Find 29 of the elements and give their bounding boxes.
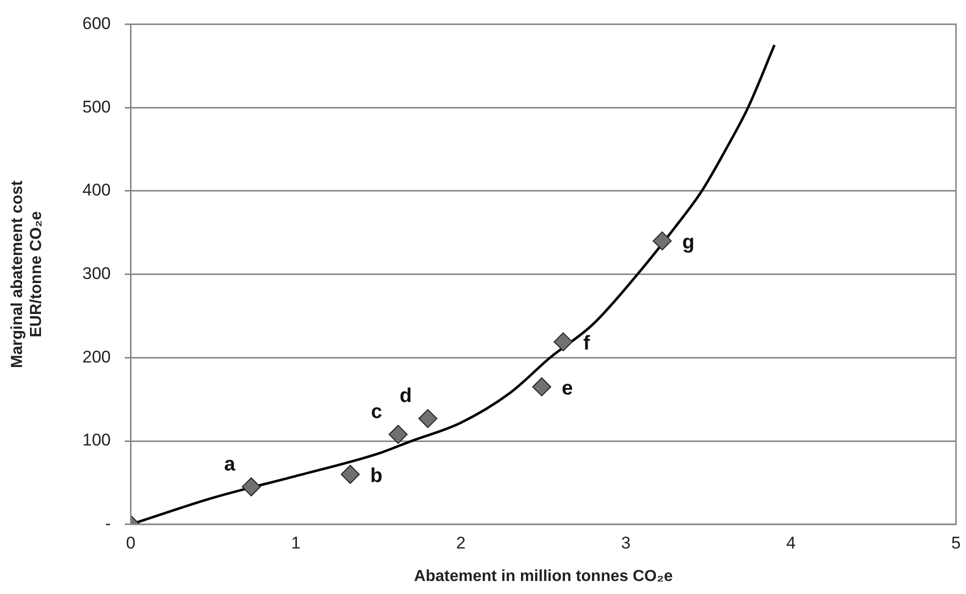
x-axis-title: Abatement in million tonnes CO₂e — [414, 568, 673, 585]
y-tick-label: 600 — [82, 14, 111, 33]
x-tick-label: 5 — [951, 533, 961, 552]
y-tick-label: - — [105, 514, 111, 534]
y-axis-title: Marginal abatement cost EUR/tonne CO₂e — [9, 180, 46, 368]
point — [388, 424, 408, 444]
x-tick-label: 2 — [456, 533, 466, 552]
x-tick-label: 4 — [786, 533, 796, 552]
y-tick-label: 200 — [82, 347, 111, 366]
point — [554, 332, 573, 352]
point — [418, 409, 438, 428]
annotation: a — [224, 453, 236, 476]
point — [532, 377, 552, 396]
annotation: f — [583, 332, 590, 354]
x-tick-label: 3 — [621, 533, 631, 552]
annotation: g — [682, 231, 694, 254]
x-tick-label: 1 — [291, 533, 301, 552]
annotation: c — [371, 400, 382, 423]
annotation: b — [370, 464, 382, 487]
annotation: e — [562, 377, 573, 400]
x-tick-label: 0 — [126, 533, 136, 552]
annotation: d — [400, 385, 412, 408]
point — [340, 464, 360, 484]
point — [242, 477, 261, 496]
y-tick-label: 100 — [82, 430, 111, 450]
point — [652, 231, 672, 250]
y-tick-label: 500 — [82, 97, 111, 116]
y-tick-label: 300 — [82, 264, 111, 283]
y-tick-label: 400 — [82, 180, 111, 200]
